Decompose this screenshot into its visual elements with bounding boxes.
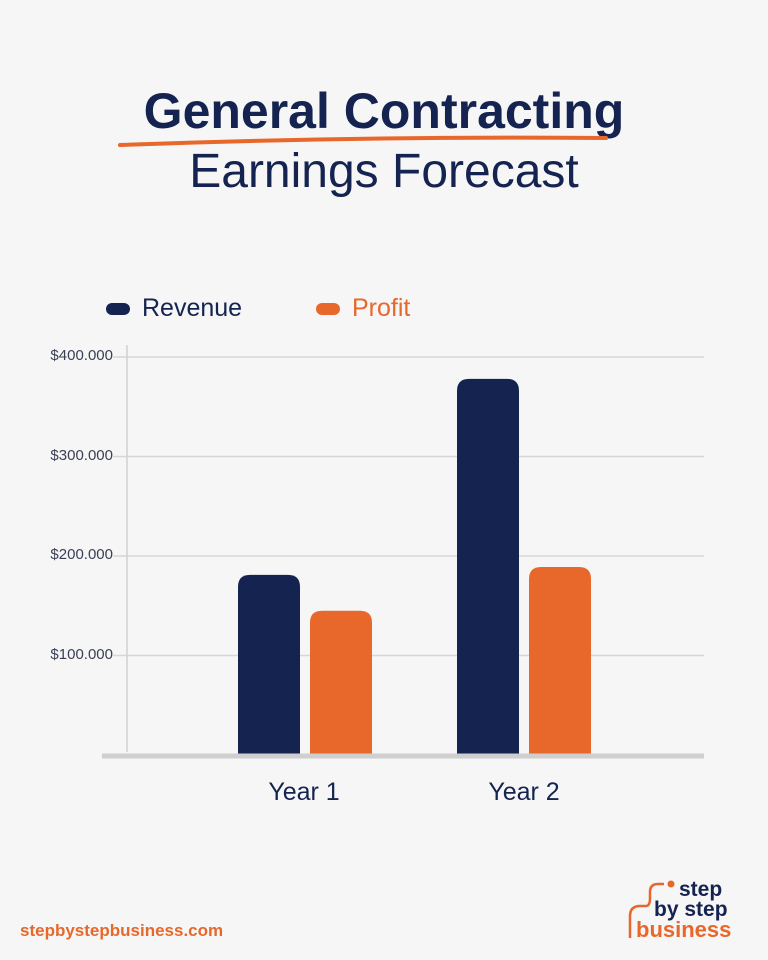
bar-profit bbox=[529, 566, 591, 755]
svg-text:business: business bbox=[636, 917, 731, 942]
website-link[interactable]: stepbystepbusiness.com bbox=[20, 921, 224, 940]
svg-text:step: step bbox=[679, 878, 722, 901]
chart-subtitle: Earnings Forecast bbox=[189, 145, 579, 198]
y-tick-label: $200.000 bbox=[50, 546, 113, 563]
x-tick-label: Year 1 bbox=[268, 778, 340, 806]
chart-title: General Contracting bbox=[143, 83, 625, 139]
bar-revenue bbox=[238, 574, 300, 755]
legend-label-revenue: Revenue bbox=[142, 294, 243, 322]
x-tick-label: Year 2 bbox=[488, 778, 560, 806]
legend-item-profit: Profit bbox=[316, 294, 410, 323]
title-underline bbox=[118, 135, 608, 147]
y-tick-label: $300.000 bbox=[50, 446, 113, 464]
legend-swatch-revenue bbox=[106, 302, 130, 315]
bar-profit bbox=[310, 610, 372, 755]
legend-label-profit: Profit bbox=[352, 294, 411, 322]
legend-item-revenue: Revenue bbox=[106, 294, 242, 323]
legend-swatch-profit bbox=[316, 302, 340, 315]
y-tick-label: $400.000 bbox=[50, 347, 113, 364]
brand-logo: step by step business bbox=[624, 876, 754, 942]
y-tick-label: $100.000 bbox=[50, 645, 113, 663]
bar-revenue bbox=[457, 378, 519, 755]
svg-text:by step: by step bbox=[654, 898, 728, 921]
